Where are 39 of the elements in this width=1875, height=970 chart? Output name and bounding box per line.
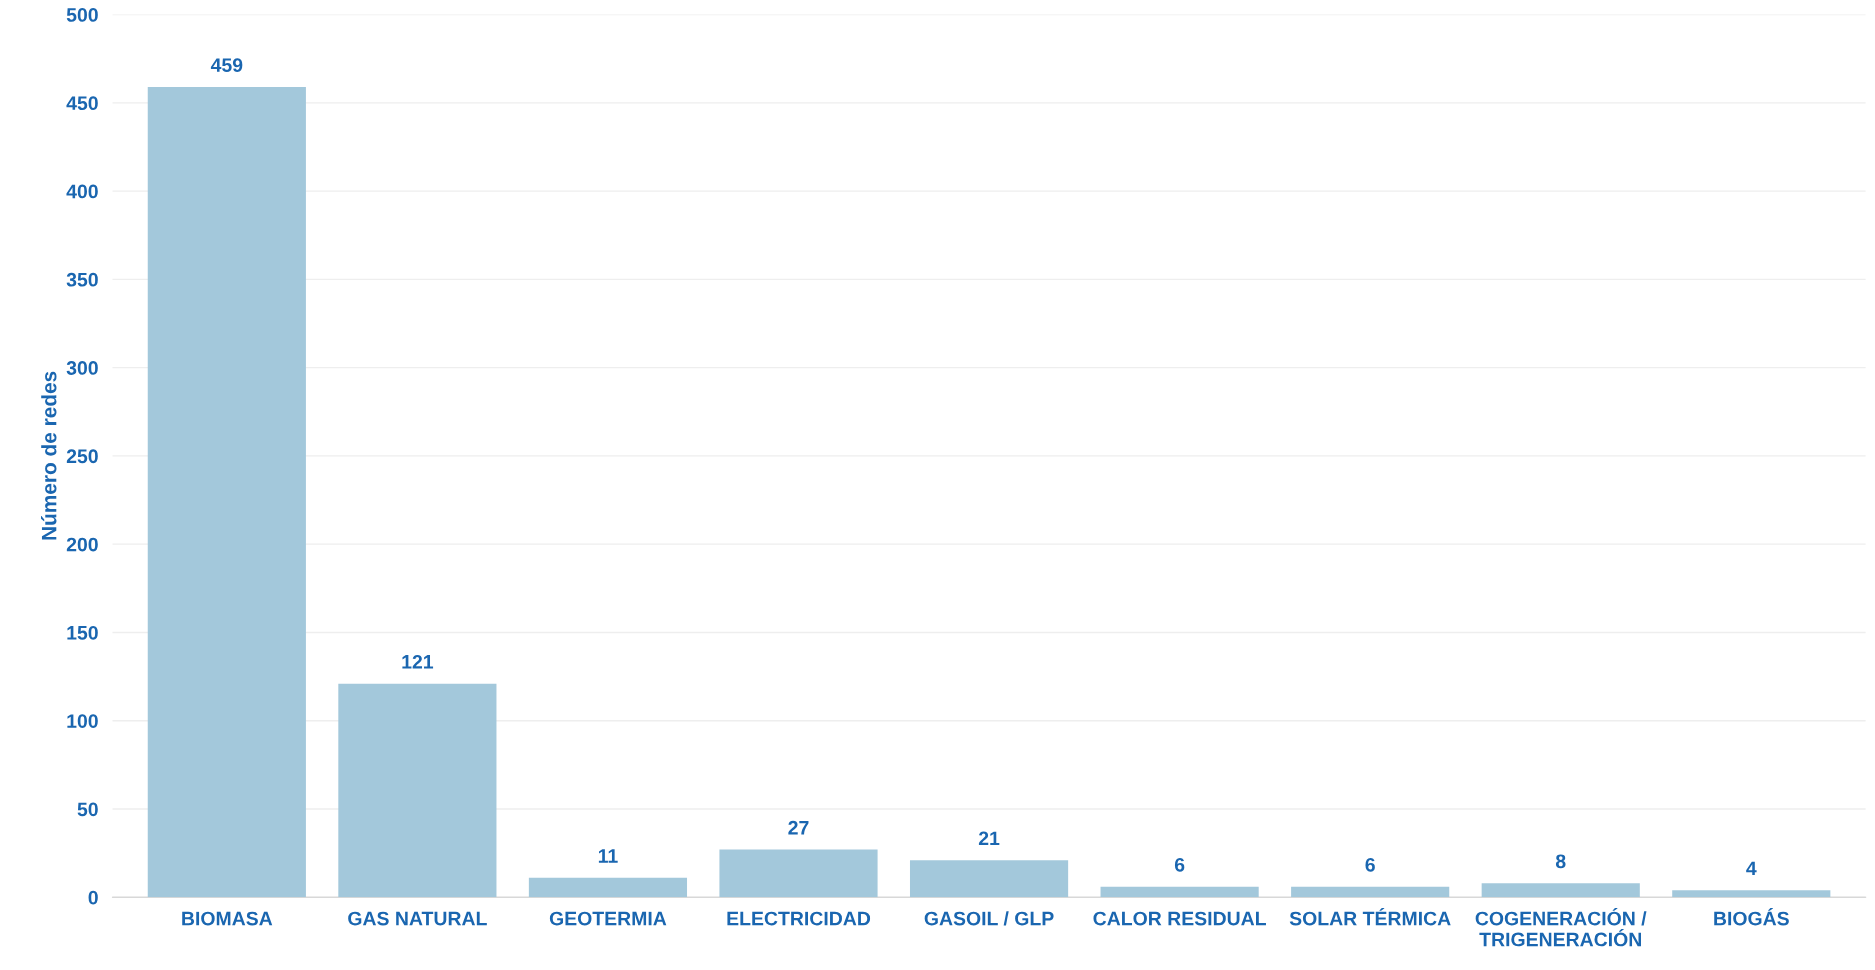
data-label: 21 [978, 831, 1000, 846]
data-label: 4 [1746, 861, 1757, 876]
bar [909, 860, 1069, 898]
x-tick-label: GASOIL / GLP [924, 911, 1054, 926]
x-tick-label: BIOGÁS [1714, 908, 1789, 926]
data-label: 6 [1365, 857, 1375, 872]
x-tick-label: SOLAR TÉRMICA [1289, 908, 1451, 926]
y-tick-label: 450 [66, 96, 98, 111]
data-label: 121 [402, 654, 434, 669]
y-tick-label: 400 [66, 184, 98, 199]
bar [719, 849, 878, 898]
x-tick-label: BIOMASA [182, 911, 273, 926]
data-label: 459 [210, 58, 243, 72]
x-tick-label: ELECTRICIDAD [727, 911, 871, 926]
bar [1481, 883, 1640, 898]
x-tick-label: GAS NATURAL [348, 911, 487, 926]
y-tick-label: 150 [67, 625, 98, 640]
bar [338, 683, 497, 898]
y-tick-label: 100 [67, 714, 98, 728]
data-label: 11 [598, 849, 618, 863]
data-label: 6 [1174, 857, 1185, 872]
y-tick-label: 350 [66, 272, 98, 287]
y-tick-label: 500 [66, 8, 98, 22]
y-axis-title: Número de redes [41, 371, 57, 540]
bar [1672, 890, 1831, 898]
x-tick-label: GEOTERMIA [549, 911, 667, 926]
y-tick-label: 50 [77, 802, 98, 817]
data-label: 27 [788, 820, 809, 835]
bar [147, 86, 306, 898]
y-tick-label: 0 [88, 890, 98, 905]
x-tick-label: COGENERACIÓN / TRIGENERACIÓN [1475, 908, 1647, 947]
y-tick-label: 250 [66, 449, 98, 464]
bar [528, 877, 688, 898]
bar [1100, 886, 1259, 898]
data-label: 8 [1555, 854, 1566, 869]
bar [1291, 886, 1450, 898]
y-tick-label: 300 [66, 361, 98, 375]
x-tick-label: CALOR RESIDUAL [1093, 911, 1266, 926]
y-tick-label: 200 [66, 537, 98, 552]
